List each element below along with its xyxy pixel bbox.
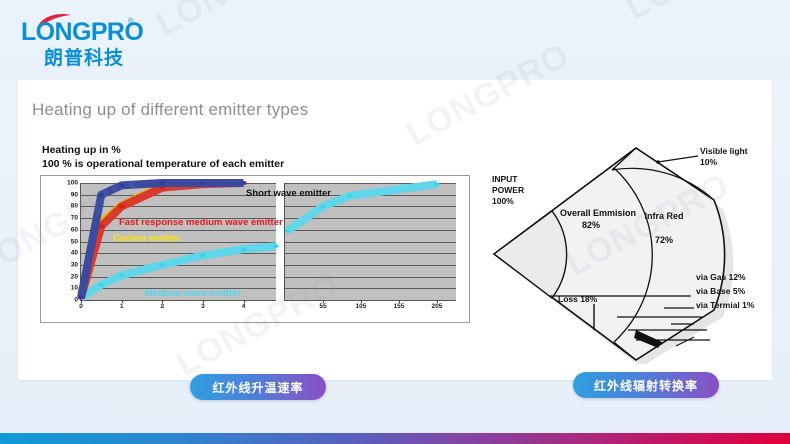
x-axis-tick: 55	[319, 303, 327, 310]
y-axis-tick: 70	[70, 214, 78, 222]
y-axis-tick: 50	[70, 238, 78, 245]
energy-cone-diagram: INPUT POWER 100% Overall Emmision 82% In…	[486, 134, 758, 367]
chart-plot-area: 100 90 80 70 60 50 40 30 20 10 0 0 1 2 3 4	[40, 175, 470, 323]
y-axis-tick: 30	[70, 261, 78, 269]
footer-gradient-bar	[0, 433, 790, 444]
label-via-base: via Base 5%	[696, 286, 746, 296]
y-axis-tick: 60	[70, 226, 78, 234]
logo-swoosh-icon	[36, 13, 74, 29]
chart-panel-right: 55 105 155 205	[284, 182, 456, 310]
label-visible-light: Visible light 10%	[700, 146, 748, 167]
series-label-medium-wave: Medium wave emitter	[145, 288, 242, 299]
content-card: Heating up of different emitter types He…	[18, 80, 772, 380]
y-axis-tick: 80	[70, 202, 78, 210]
x-axis-tick: 1	[119, 303, 124, 310]
page-title: Heating up of different emitter types	[32, 100, 309, 119]
y-axis-tick: 90	[70, 191, 78, 199]
chart-block: Heating up in % 100 % is operational tem…	[38, 144, 470, 359]
label-overall-emission: Overall Emmision 82%	[560, 208, 637, 230]
cone-svg	[492, 147, 734, 367]
x-axis-tick: 0	[79, 303, 83, 310]
registered-mark: ®	[128, 18, 134, 25]
series-label-carbon: Carbon emitter	[113, 233, 181, 244]
badge-heating-rate[interactable]: 红外线升温速率	[190, 374, 326, 400]
x-axis-tick: 155	[393, 303, 405, 310]
chart-caption-line1: Heating up in %	[42, 144, 121, 156]
logo-wordmark: LONGPRO	[21, 18, 144, 46]
series-label-short-wave: Short wave emitter	[246, 188, 331, 199]
label-loss: Loss 18%	[558, 294, 598, 304]
y-axis-tick: 100	[67, 179, 78, 187]
brand-logo: LONGPRO ® 朗普科技	[18, 10, 146, 69]
chart-panel-left: 100 90 80 70 60 50 40 30 20 10 0 0 1 2 3 4	[67, 180, 279, 310]
x-axis-tick: 4	[241, 303, 246, 310]
badge-radiation-conversion[interactable]: 红外线辐射转换率	[573, 372, 719, 398]
x-axis-tick: 3	[201, 303, 205, 310]
series-label-fast-response: Fast response medium wave emitter	[119, 217, 283, 228]
x-axis-tick: 105	[355, 303, 367, 310]
header-band: LONGPRO ® 朗普科技	[0, 0, 790, 80]
y-axis-tick: 40	[70, 249, 78, 257]
y-axis-tick: 10	[70, 284, 78, 292]
x-axis-tick: 205	[431, 303, 443, 310]
chart-caption-line2: 100 % is operational temperature of each…	[42, 158, 285, 170]
label-infra-red: Infra Red 72%	[644, 211, 684, 245]
y-axis-tick: 0	[74, 296, 78, 304]
y-axis-tick: 20	[70, 273, 78, 281]
label-input-power: INPUT POWER 100%	[492, 174, 525, 206]
x-axis-tick: 2	[160, 303, 165, 310]
logo-wordmark-cn: 朗普科技	[44, 48, 125, 69]
label-via-terminal: via Termial 1%	[696, 300, 755, 310]
label-via-gas: via Gas 12%	[696, 272, 746, 282]
